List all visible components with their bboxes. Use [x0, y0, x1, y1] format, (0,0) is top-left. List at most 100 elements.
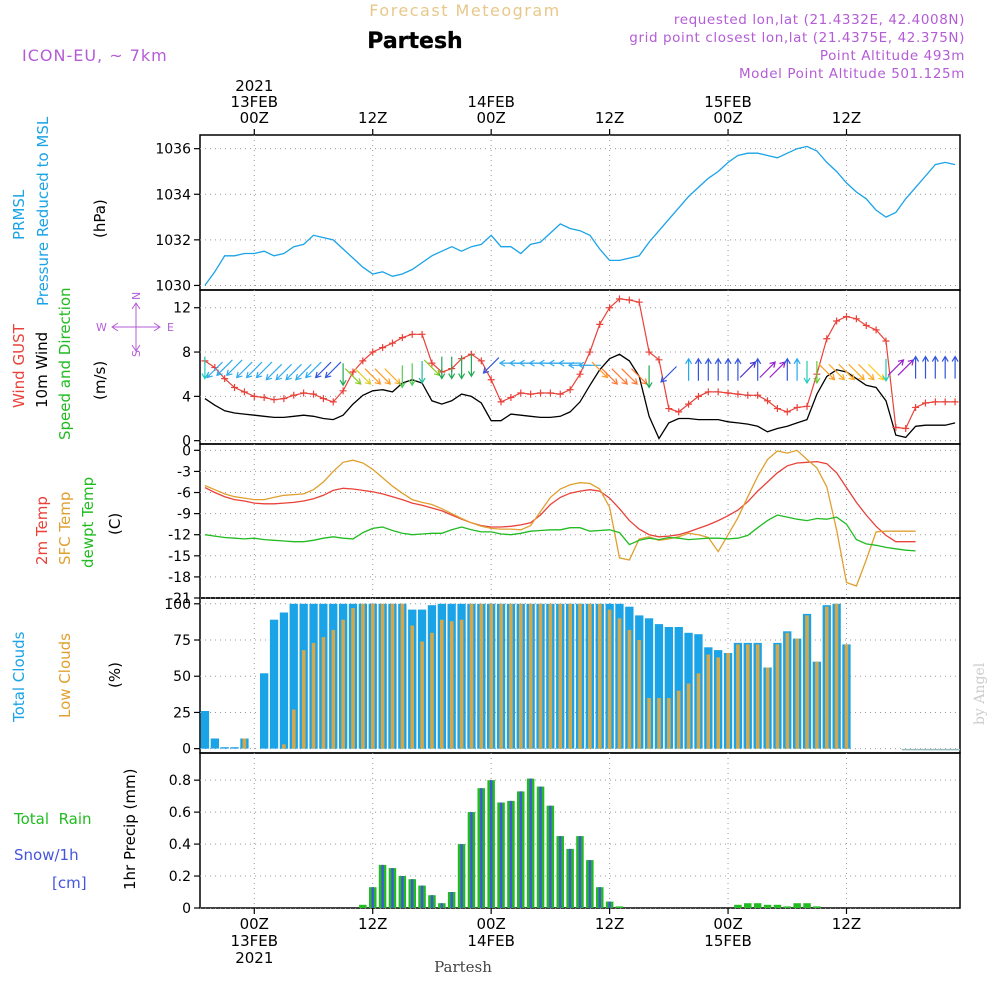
gust-point	[941, 398, 949, 406]
total-cloud-bar	[664, 627, 673, 749]
gust-point	[675, 408, 683, 416]
gust-point	[625, 296, 633, 304]
wind-barb	[912, 355, 920, 379]
low-cloud-bar	[657, 698, 661, 749]
gust-point	[319, 395, 327, 403]
ytick-label-temp: -21	[168, 591, 191, 607]
snow-label: Snow/1h	[14, 846, 79, 864]
wind-barb	[295, 363, 312, 381]
low-cloud-bar	[667, 698, 671, 749]
ytick-label-clouds: 75	[173, 633, 191, 649]
low-cloud-bar	[805, 615, 809, 749]
wind-barb	[235, 361, 253, 379]
low-cloud-bar	[647, 698, 651, 749]
wind-barb	[645, 365, 653, 389]
wind-barb	[408, 363, 416, 387]
low-cloud-bar	[844, 644, 849, 749]
gust-point	[379, 344, 387, 352]
wind-barb	[951, 355, 959, 379]
low-cloud-bar	[292, 709, 296, 749]
low-cloud-bar	[765, 667, 770, 749]
low-cloud-bar	[400, 603, 405, 749]
rain-bar	[763, 904, 772, 908]
snow-bar	[381, 864, 384, 908]
top-time-label: 00Z	[240, 109, 269, 127]
wind-barb	[611, 368, 629, 385]
low-cloud-bar	[361, 603, 365, 749]
low-cloud-bar	[528, 603, 533, 749]
snow-bar	[499, 802, 503, 908]
gust-point	[537, 389, 545, 397]
gust-point	[744, 391, 752, 399]
gust-point	[231, 383, 239, 391]
compass-rose: W E N S	[96, 292, 174, 357]
low-cloud-bar	[538, 603, 543, 749]
bottom-time-label: 2021	[235, 949, 273, 967]
total-cloud-bar	[279, 612, 289, 749]
gust-point	[250, 392, 258, 400]
low-cloud-bar	[607, 609, 612, 749]
wind-barb	[438, 356, 446, 380]
wind-barb	[941, 355, 949, 379]
ytick-label-temp: -3	[177, 464, 191, 480]
low-cloud-bar	[558, 603, 563, 749]
wind-barb	[418, 361, 426, 385]
wind-barb	[482, 357, 500, 374]
gust-point	[280, 395, 288, 403]
wind-barb	[631, 368, 648, 385]
total-cloud-bar	[289, 603, 298, 749]
rain-bar	[773, 904, 782, 908]
gust-point	[339, 387, 347, 395]
low-cloud-bar	[430, 632, 434, 749]
low-cloud-bar	[617, 618, 622, 749]
gust-point	[596, 320, 604, 328]
gust-point	[842, 313, 850, 321]
ytick-label-precip: 0.6	[169, 805, 191, 821]
low-cloud-bar	[311, 642, 316, 749]
ytick-label-clouds: 50	[173, 669, 191, 685]
wind-barb	[685, 357, 693, 381]
ytick-label-precip: 0	[182, 901, 191, 917]
gust-point	[665, 405, 673, 413]
wind-barb	[887, 359, 905, 376]
wind-barb	[803, 361, 811, 385]
ytick-label-pressure: 1032	[155, 233, 191, 249]
wind-barb	[245, 361, 263, 379]
wind-barb	[704, 357, 712, 381]
snow-bar	[371, 887, 374, 908]
compass-n: N	[130, 292, 143, 300]
total-cloud-bar	[210, 738, 219, 749]
ytick-label-clouds: 25	[173, 705, 191, 721]
wind-barb	[838, 363, 856, 381]
low-cloud-bar	[321, 637, 326, 749]
rain-bar	[359, 904, 367, 908]
location-title: Partesh	[367, 29, 462, 54]
sfc-label: SFC Temp	[56, 492, 74, 565]
snow-bar	[509, 800, 513, 908]
compass-w: W	[96, 321, 107, 334]
ytick-label-temp: -18	[168, 570, 191, 586]
gust-point	[783, 408, 791, 416]
low-cloud-bar	[736, 644, 740, 749]
gust-point	[260, 393, 268, 401]
low-cloud-bar	[459, 619, 464, 749]
wind-barb	[467, 354, 475, 378]
low-cloud-bar	[371, 603, 375, 749]
wind-barb	[206, 361, 223, 379]
wind-barb	[601, 368, 619, 385]
gust-point	[951, 398, 959, 406]
snow-bar	[470, 812, 473, 908]
wind-barb	[818, 363, 836, 381]
gust-point	[764, 397, 772, 405]
wind-barb	[285, 363, 302, 381]
gust-point	[221, 375, 229, 383]
low-cloud-bar	[282, 744, 286, 749]
gust-point	[645, 348, 653, 356]
snow-bar	[430, 895, 434, 908]
gust-point	[931, 398, 939, 406]
gust-point	[349, 368, 357, 376]
ytick-label-temp: -12	[168, 528, 191, 544]
gust-point	[852, 315, 860, 323]
gust-point	[517, 389, 525, 397]
